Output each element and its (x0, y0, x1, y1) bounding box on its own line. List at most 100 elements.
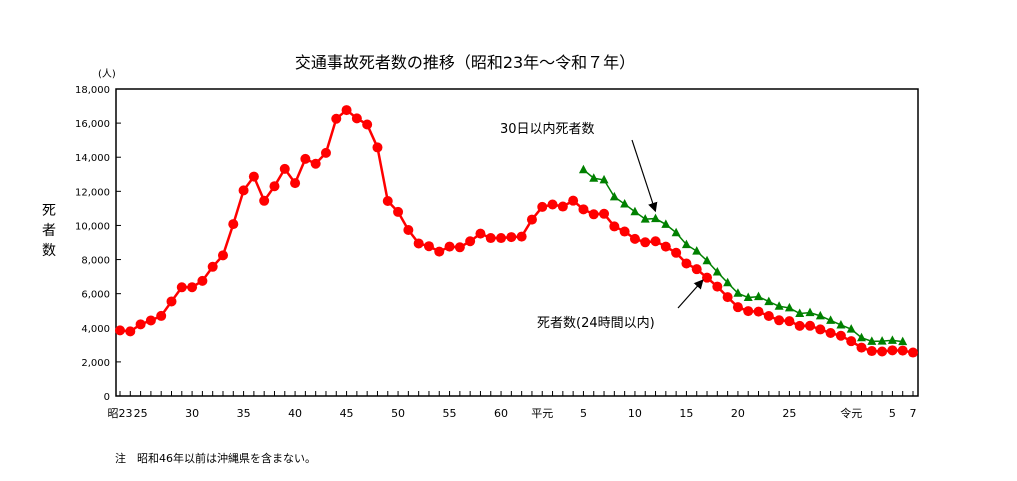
data-point (176, 282, 187, 293)
data-point (774, 301, 784, 310)
data-point (691, 264, 702, 275)
data-point (578, 164, 588, 174)
data-point (867, 336, 877, 345)
data-point (578, 204, 589, 215)
data-point (723, 277, 733, 287)
data-point (557, 201, 568, 212)
data-point (671, 247, 682, 258)
data-point (846, 336, 857, 347)
data-point (588, 209, 599, 220)
annotation-arrow-30day (631, 139, 658, 213)
x-tick-label: 10 (628, 407, 642, 420)
data-point (115, 325, 125, 336)
data-point (650, 236, 661, 247)
series-line-24h (119, 108, 914, 354)
y-tick-label: 10,000 (75, 221, 110, 232)
data-point (908, 347, 918, 358)
y-tick-label: 6,000 (81, 290, 110, 301)
data-point (125, 326, 136, 337)
x-tick-label: 20 (731, 407, 745, 420)
data-point (702, 255, 712, 265)
data-point (434, 246, 445, 257)
data-point (228, 219, 239, 230)
y-tick-label: 2,000 (81, 358, 110, 369)
data-point (403, 224, 414, 235)
data-point (887, 335, 897, 344)
data-point (743, 306, 754, 317)
data-point (630, 206, 640, 216)
data-point (279, 163, 290, 174)
data-point (857, 332, 867, 342)
x-tick-label: 5 (580, 407, 587, 420)
y-axis-label-char: 死 (42, 203, 56, 219)
y-axis-label: 死者数 (42, 203, 56, 259)
data-point (835, 330, 846, 341)
x-tick-label: 7 (910, 407, 917, 420)
data-point (754, 291, 764, 301)
data-point (465, 236, 476, 247)
data-point (712, 281, 723, 292)
data-point (269, 181, 280, 192)
y-tick-label: 0 (104, 392, 110, 403)
data-point (454, 242, 465, 253)
data-point (568, 195, 579, 206)
data-point (310, 158, 321, 169)
data-point (794, 320, 805, 331)
data-point (290, 178, 301, 189)
data-point (774, 315, 785, 326)
x-tick-label: 5 (889, 407, 896, 420)
data-point (712, 266, 722, 276)
data-point (620, 199, 630, 208)
data-point (238, 185, 249, 196)
data-point (856, 342, 867, 353)
data-point (702, 272, 713, 283)
data-point (640, 214, 650, 223)
data-point (629, 233, 640, 244)
data-point (362, 119, 373, 130)
y-tick-label: 4,000 (81, 324, 110, 335)
legend-label-30day: 30日以内死者数 (500, 121, 595, 137)
legend-label-24h: 死者数(24時間以内) (537, 315, 655, 331)
data-point (815, 310, 825, 320)
data-point (836, 319, 846, 329)
annotation-arrow-24h (677, 279, 704, 309)
data-point (877, 346, 888, 357)
plot-frame (115, 88, 919, 397)
data-point (156, 310, 167, 321)
data-point (897, 345, 908, 356)
data-point (826, 315, 836, 324)
data-point (619, 226, 630, 237)
data-point (382, 196, 393, 207)
data-point (815, 324, 826, 335)
data-point (784, 316, 795, 327)
x-tick-label: 50 (391, 407, 405, 420)
data-point (825, 327, 836, 338)
x-tick-label: 15 (679, 407, 693, 420)
data-point (393, 206, 404, 217)
y-tick-label: 18,000 (75, 85, 110, 96)
x-tick-label: 25 (782, 407, 796, 420)
series-layer (115, 105, 918, 358)
x-tick-label: 35 (237, 407, 251, 420)
data-point (877, 336, 887, 345)
data-point (413, 238, 424, 249)
y-axis-label-char: 数 (42, 243, 56, 259)
data-point (135, 319, 146, 330)
data-point (866, 346, 877, 357)
data-point (320, 147, 331, 158)
data-point (145, 315, 156, 326)
data-point (259, 195, 270, 206)
data-point (898, 336, 908, 346)
y-tick-label: 8,000 (81, 256, 110, 267)
data-point (671, 227, 681, 237)
data-point (537, 201, 548, 212)
chart-note: 注 昭和46年以前は沖縄県を含まない。 (115, 451, 316, 465)
x-tick-label: 平元 (531, 407, 553, 420)
data-point (496, 233, 507, 244)
data-point (475, 228, 486, 239)
data-point (681, 258, 692, 269)
data-point (423, 241, 434, 252)
data-point (692, 246, 702, 255)
data-point (764, 296, 774, 306)
data-point (753, 306, 764, 317)
